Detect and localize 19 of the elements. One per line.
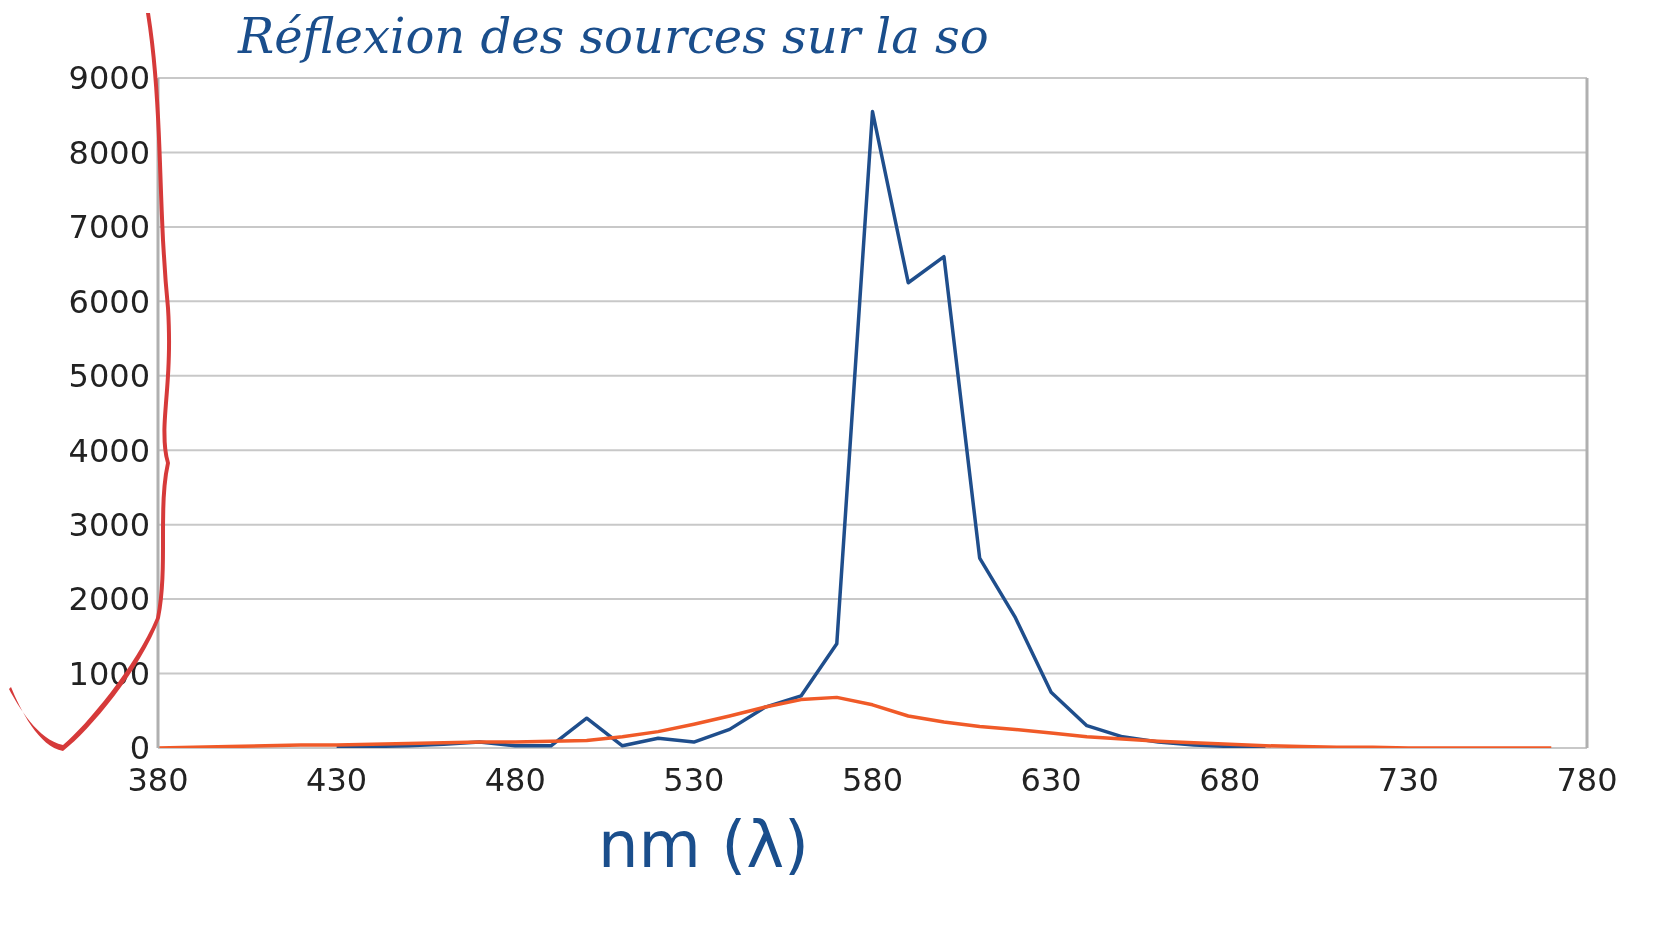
x-tick-label: 680 — [1199, 760, 1261, 799]
y-tick-label: 3000 — [68, 506, 150, 545]
x-axis-title: nm (λ) — [598, 808, 810, 882]
y-tick-label: 6000 — [68, 282, 150, 321]
y-tick-label: 4000 — [68, 431, 150, 470]
y-tick-label: 9000 — [68, 59, 150, 98]
chart-title: Réflexion des sources sur la so — [238, 8, 989, 64]
x-tick-label: 630 — [1020, 760, 1082, 799]
y-tick-label: 2000 — [68, 580, 150, 619]
y-tick-label: 8000 — [68, 133, 150, 172]
x-tick-label: 530 — [663, 760, 725, 799]
y-tick-label: 7000 — [68, 208, 150, 247]
x-tick-label: 580 — [841, 760, 904, 799]
line-series — [158, 695, 1554, 748]
x-tick-label: 480 — [484, 760, 546, 799]
x-tick-label: 780 — [1556, 760, 1618, 799]
x-tick-label: 430 — [306, 760, 368, 799]
x-tick-label: 730 — [1377, 760, 1439, 799]
y-tick-label: 5000 — [68, 357, 150, 396]
